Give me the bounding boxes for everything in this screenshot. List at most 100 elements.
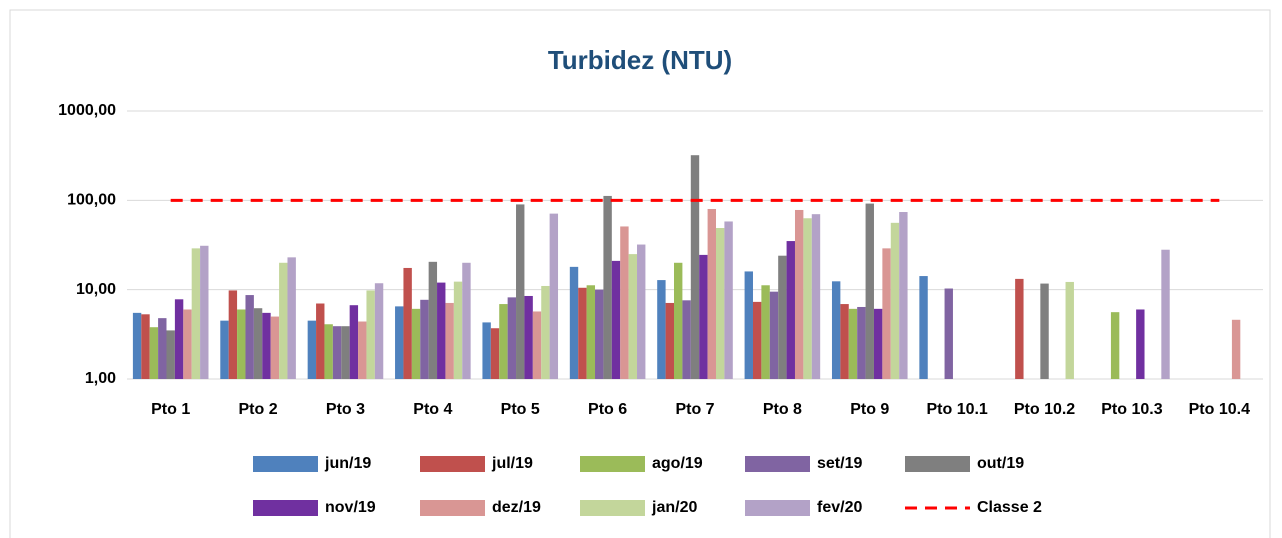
bar [366, 290, 375, 379]
bar [848, 308, 858, 379]
bar [699, 254, 708, 379]
bar [482, 322, 491, 379]
bar [603, 195, 612, 379]
bar [279, 262, 288, 379]
legend-label: fev/20 [817, 499, 862, 516]
y-tick-label: 1000,00 [58, 102, 116, 119]
legend-label: jun/19 [324, 455, 371, 472]
bar [174, 299, 184, 379]
bar [595, 289, 604, 379]
bar [191, 248, 201, 379]
bar [245, 295, 254, 379]
bar [516, 204, 525, 379]
x-tick-label: Pto 7 [675, 401, 714, 418]
bar [358, 321, 367, 379]
x-tick-label: Pto 5 [501, 401, 540, 418]
bar [158, 318, 167, 379]
bar [341, 326, 350, 379]
bar [349, 305, 359, 379]
bar [1161, 249, 1170, 379]
bar [490, 328, 500, 379]
bar [769, 291, 779, 379]
x-tick-label: Pto 4 [413, 401, 452, 418]
y-tick-label: 100,00 [67, 192, 116, 209]
x-tick-label: Pto 2 [239, 401, 278, 418]
bar [541, 285, 550, 379]
chart-title: Turbidez (NTU) [548, 45, 732, 75]
bar [316, 303, 325, 379]
legend-label: Classe 2 [977, 499, 1042, 516]
bar [690, 155, 700, 379]
bar [1231, 319, 1241, 379]
bar [166, 330, 175, 379]
legend-swatch [420, 456, 485, 472]
x-tick-label: Pto 1 [151, 401, 190, 418]
bar [882, 248, 891, 379]
x-tick-label: Pto 10.1 [926, 401, 987, 418]
bar [532, 311, 542, 379]
bar [761, 285, 770, 379]
x-tick-label: Pto 6 [588, 401, 627, 418]
bar [262, 312, 271, 379]
x-tick-label: Pto 3 [326, 401, 365, 418]
bar [628, 254, 638, 379]
bar [665, 302, 674, 379]
bar [228, 290, 238, 379]
legend-swatch [580, 500, 645, 516]
bar [1015, 278, 1024, 379]
legend-swatch [580, 456, 645, 472]
legend-label: nov/19 [325, 499, 376, 516]
bar [183, 309, 192, 379]
bar [374, 283, 384, 379]
bar [873, 308, 883, 379]
bar [831, 281, 841, 379]
bar [149, 327, 159, 379]
bar [578, 287, 587, 379]
bar [499, 304, 508, 379]
bar [524, 295, 533, 379]
x-tick-label: Pto 10.3 [1101, 401, 1162, 418]
bar [549, 213, 559, 379]
bar [724, 221, 733, 379]
bar [1136, 309, 1145, 379]
bar [1110, 312, 1120, 379]
x-tick-label: Pto 10.4 [1189, 401, 1250, 418]
legend-swatch [253, 500, 318, 516]
bar [453, 281, 463, 379]
legend-swatch [420, 500, 485, 516]
bar [411, 308, 421, 379]
bar [890, 222, 900, 379]
bar [682, 300, 691, 379]
bar [437, 282, 446, 379]
bar [253, 308, 263, 379]
bar [611, 260, 621, 379]
bar [237, 309, 246, 379]
y-tick-label: 1,00 [85, 370, 116, 387]
bar [220, 320, 229, 379]
bar [445, 302, 454, 379]
legend-label: out/19 [977, 455, 1024, 472]
legend-label: jan/20 [651, 499, 697, 516]
bar [586, 285, 596, 379]
bar [132, 312, 142, 379]
bar [403, 267, 412, 379]
bar [324, 324, 333, 379]
legend-label: set/19 [817, 455, 862, 472]
bar [778, 255, 787, 379]
bar [395, 306, 404, 379]
bar [1040, 283, 1049, 379]
legend-swatch [253, 456, 318, 472]
bar [674, 262, 683, 379]
bar [620, 226, 629, 379]
bar [287, 257, 296, 379]
bar [141, 314, 150, 379]
bar [462, 262, 471, 379]
bar [420, 299, 429, 379]
bar [811, 214, 821, 379]
bar [716, 228, 725, 379]
bar [637, 244, 646, 379]
bar [657, 280, 666, 379]
bar [428, 261, 438, 379]
